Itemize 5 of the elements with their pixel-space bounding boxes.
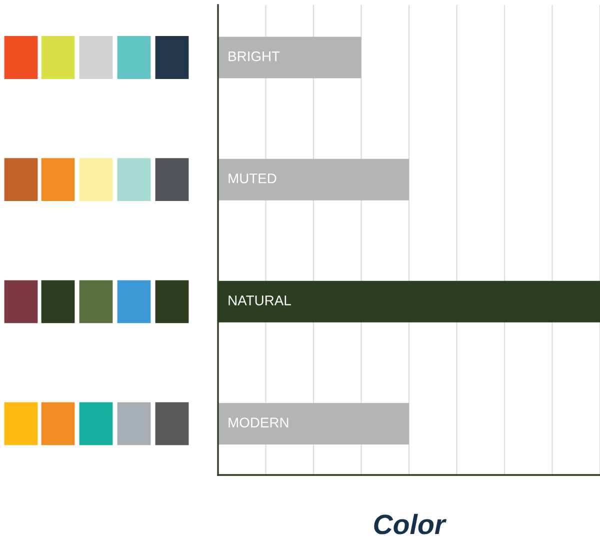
- y-tick-label: MUTED: [228, 174, 276, 184]
- y-tick-label: NATURAL: [228, 296, 291, 306]
- x-axis-title: Color: [374, 514, 447, 534]
- y-tick-label: MODERN: [228, 418, 288, 428]
- y-tick-label: BRIGHT: [228, 51, 280, 62]
